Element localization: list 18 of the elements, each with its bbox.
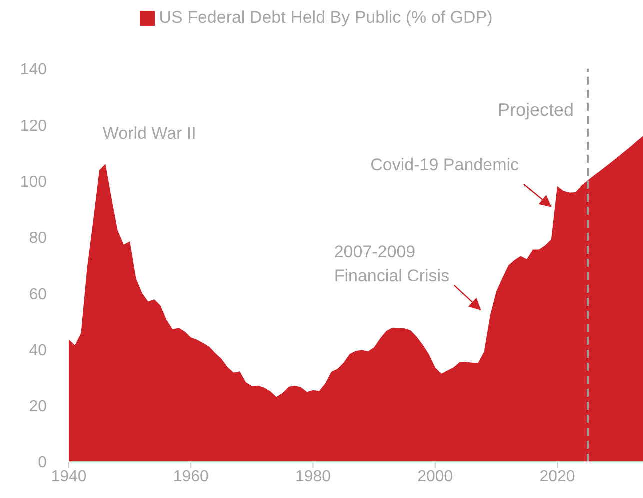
y-tick-label: 100 — [20, 174, 48, 191]
ref-line-label: Projected — [498, 100, 574, 120]
x-tick-label: 1960 — [173, 468, 210, 486]
annotation: 2007-2009 Financial Crisis — [334, 242, 450, 286]
y-tick-label: 40 — [29, 342, 48, 360]
y-tick-label: 0 — [38, 454, 48, 472]
x-tick-label: 1940 — [51, 468, 87, 486]
x-tick-label: 2020 — [540, 468, 576, 486]
y-tick-label: 140 — [20, 62, 48, 79]
y-tick-label: 60 — [29, 286, 48, 304]
y-tick-label: 120 — [20, 118, 48, 135]
y-tick-label: 80 — [29, 230, 48, 248]
annotation: Covid-19 Pandemic — [370, 155, 520, 174]
x-tick-label: 2000 — [418, 468, 454, 486]
legend-label: US Federal Debt Held By Public (% of GDP) — [159, 8, 493, 27]
annotation: World War II — [102, 124, 196, 144]
y-tick-label: 20 — [29, 398, 48, 416]
x-tick-label: 1980 — [295, 468, 332, 486]
